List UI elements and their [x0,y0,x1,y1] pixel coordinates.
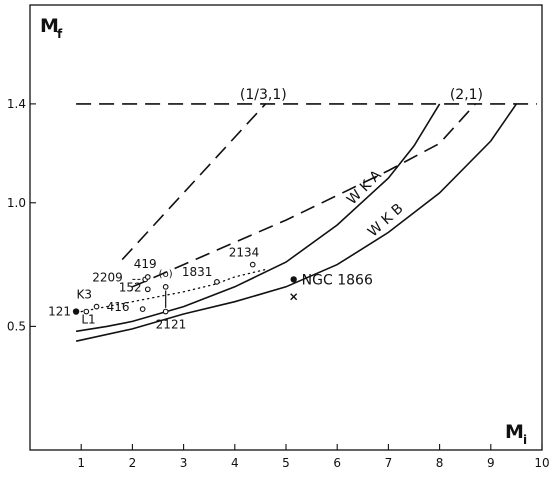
point-label: (o) [159,269,173,280]
curve-label: (2,1) [450,87,483,103]
y-tick-label: 1.0 [7,196,26,210]
point-label: 121 [48,305,71,319]
x-tick-label: 8 [436,456,444,470]
dashed-line [132,103,476,288]
point-label: 416 [107,300,130,314]
point-marker [83,308,90,315]
point-marker [93,303,100,310]
x-axis-label-subscript: i [523,433,527,447]
y-tick-label: 0.5 [7,319,26,333]
point-marker [144,286,151,293]
series-lines [75,103,537,342]
x-axis-label: M [505,421,524,443]
point-label: 2209 [92,270,123,284]
y-axis-label: M [40,15,59,37]
x-axis-title: M i [505,421,527,447]
axes: 1 2 3 4 5 6 7 8 9 10 0.5 1.0 1.4 [7,97,550,470]
point-marker [139,306,146,312]
y-axis-title: M f [40,15,63,41]
x-tick-label: 10 [534,456,549,470]
x-tick-label: 3 [180,456,188,470]
point-label: 419 [134,257,157,271]
point-marker [72,308,80,315]
point-label: 2121 [156,318,187,332]
curve-label: (1/3,1) [240,87,287,103]
dashed-line [121,103,267,261]
y-axis-label-subscript: f [57,27,63,41]
solid-line [75,103,518,342]
y-tick-label: 1.4 [7,97,26,111]
plot-frame [29,4,543,451]
point-marker [249,261,256,268]
point-label: 1831 [182,265,213,279]
x-tick-label: 1 [77,456,85,470]
x-tick-label: 2 [129,456,137,470]
point-marker [214,279,220,285]
x-tick-label: 7 [385,456,393,470]
point-marker [162,283,169,290]
point-label: L1 [81,313,95,327]
x-tick-label: 5 [282,456,290,470]
point-marker [290,276,297,283]
point-marker [290,293,298,301]
point-label: NGC 1866 [302,272,373,288]
point-marker [162,308,169,315]
x-tick-label: 9 [487,456,495,470]
point-marker [144,274,151,280]
point-label: 152 [119,280,142,294]
point-label: 2134 [229,246,260,260]
chart-annotations: W K AW K B(1/3,1) (2,1) [240,87,483,240]
x-tick-label: 6 [333,456,341,470]
solid-line [75,103,441,333]
point-label: K3 [77,288,93,302]
x-tick-label: 4 [231,456,239,470]
